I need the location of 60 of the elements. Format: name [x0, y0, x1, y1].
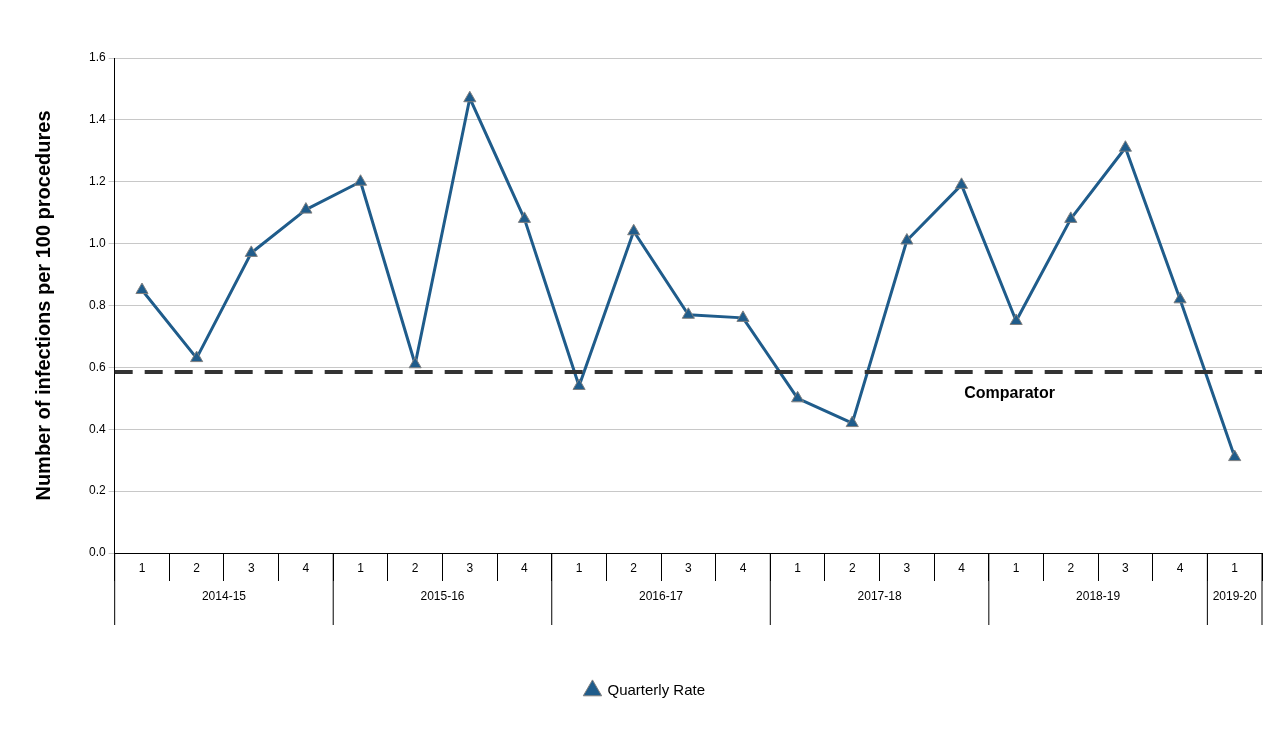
point	[190, 350, 204, 363]
x-tick-label: 3	[247, 560, 255, 575]
point	[954, 177, 969, 189]
point	[1009, 313, 1023, 325]
x-tick-label: 1	[138, 560, 146, 575]
point	[1228, 449, 1242, 462]
x-tick-label: 2	[1067, 560, 1075, 575]
x-tick-label: 2	[411, 560, 419, 575]
x-tick-label: 2	[630, 560, 638, 575]
x-tick-label: 1	[575, 560, 583, 575]
x-tick-label: 3	[685, 560, 692, 575]
x-tick-label: 4	[1176, 560, 1184, 575]
y-tick-label: 0.6	[88, 359, 106, 374]
x-tick-label: 1	[357, 560, 365, 575]
x-tick-label: 3	[466, 560, 474, 575]
text: 2015-16	[420, 589, 465, 604]
point	[408, 356, 422, 369]
x-tick-label: 1	[1012, 560, 1020, 575]
x-tick-label: 3	[903, 560, 911, 575]
y-tick-label: 0.4	[88, 421, 106, 436]
text: 2014-15	[201, 589, 247, 604]
y-tick-label: 1.4	[88, 112, 106, 127]
x-tick-label: 1	[794, 560, 802, 575]
point	[572, 378, 586, 390]
y-tick-label: 0.0	[88, 545, 106, 560]
y-tick-label: 0.8	[88, 297, 106, 312]
x-tick-label: 3	[1122, 560, 1130, 575]
x-tick-label: 2	[193, 560, 201, 575]
x-tick-label: 4	[521, 560, 529, 575]
point	[353, 174, 368, 186]
y-tick-label: 1.6	[88, 50, 106, 65]
point	[900, 233, 914, 245]
x-tick-label: 4	[739, 560, 747, 575]
x-tick-label: 2	[848, 560, 856, 575]
text: 2017-18	[857, 589, 902, 604]
point	[791, 390, 805, 403]
text: 2016-17	[639, 589, 684, 604]
point	[1173, 291, 1187, 304]
point	[1118, 140, 1132, 152]
point	[1064, 211, 1078, 223]
point	[135, 282, 149, 295]
text: 2018-19	[1076, 589, 1121, 604]
x-tick-label: 4	[302, 560, 310, 575]
y-tick-label: 1.2	[88, 174, 106, 189]
point	[845, 415, 859, 428]
point	[681, 307, 695, 319]
point	[627, 223, 641, 236]
point	[463, 90, 477, 103]
y-tick-label: 0.2	[88, 483, 106, 498]
x-tick-label: 4	[958, 560, 966, 575]
point	[736, 310, 750, 322]
text: 2019-20	[1212, 589, 1258, 604]
point	[299, 202, 313, 214]
x-tick-label: 1	[1231, 560, 1239, 575]
point	[517, 211, 531, 223]
ref-line-label: Comparator	[964, 384, 1055, 402]
legend-label: Quarterly Rate	[607, 680, 706, 698]
y-axis-title: Number of infections per 100 procedures	[31, 110, 54, 501]
y-tick-label: 1.0	[88, 235, 106, 250]
point	[244, 245, 258, 257]
